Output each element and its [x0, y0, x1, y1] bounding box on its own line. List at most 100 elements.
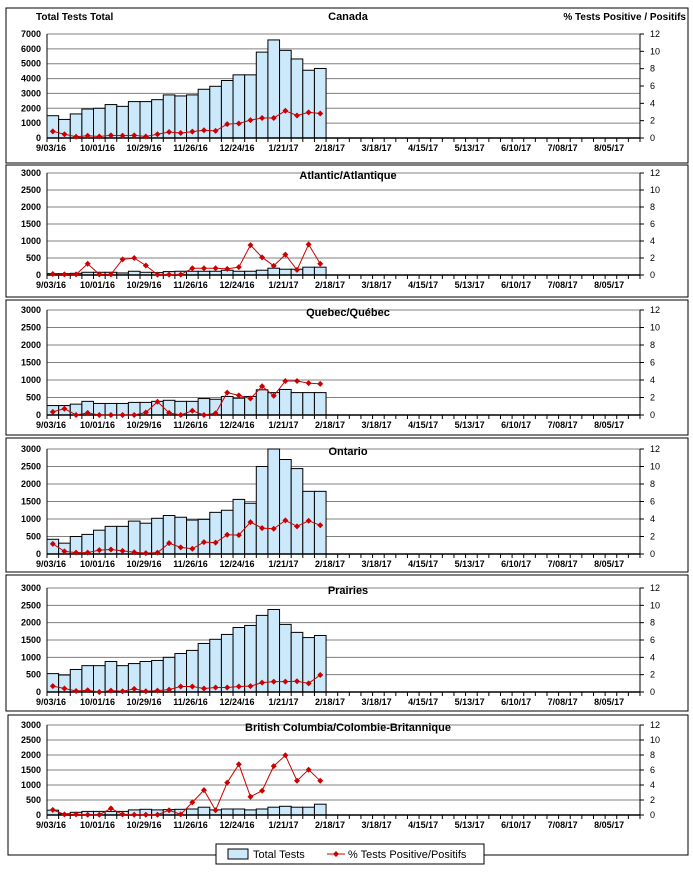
- point-pct-positive: [107, 132, 114, 139]
- point-pct-positive: [212, 410, 219, 417]
- x-tick-label: 12/24/16: [220, 143, 255, 153]
- y2-tick-label: 6: [650, 219, 655, 229]
- bar-total-tests: [197, 642, 211, 693]
- point-pct-positive: [293, 378, 300, 385]
- point-pct-positive: [131, 549, 138, 556]
- point-pct-positive: [142, 262, 149, 269]
- point-pct-positive: [270, 763, 277, 770]
- x-tick-label: 8/05/17: [594, 697, 624, 707]
- x-tick-label: 10/01/16: [80, 143, 115, 153]
- point-pct-positive: [119, 547, 126, 554]
- y-tick-label: 1000: [21, 652, 41, 662]
- x-tick-label: 3/18/17: [362, 559, 392, 569]
- y-tick-label: 0: [36, 549, 41, 559]
- point-pct-positive: [61, 811, 68, 818]
- point-pct-positive: [131, 255, 138, 261]
- x-tick-label: 9/03/16: [36, 820, 66, 830]
- bar-total-tests: [220, 80, 234, 139]
- bar-total-tests: [290, 468, 304, 555]
- bar-total-tests: [151, 517, 164, 555]
- point-pct-positive: [305, 517, 312, 524]
- point-pct-positive: [96, 412, 103, 418]
- point-pct-positive: [247, 242, 254, 249]
- bar-total-tests: [232, 627, 246, 693]
- x-tick-label: 1/21/17: [269, 820, 299, 830]
- point-pct-positive: [119, 811, 126, 818]
- point-pct-positive: [247, 395, 254, 402]
- bar-total-tests: [279, 459, 292, 555]
- point-pct-positive: [189, 407, 196, 414]
- x-tick-label: 11/26/16: [173, 143, 208, 153]
- y2-tick-label: 8: [650, 202, 655, 212]
- x-tick-label: 10/29/16: [126, 280, 161, 290]
- point-pct-positive: [247, 117, 254, 124]
- y-tick-label: 500: [26, 795, 41, 805]
- y2-tick-label: 12: [650, 583, 660, 593]
- point-pct-positive: [131, 132, 138, 139]
- point-pct-positive: [305, 241, 312, 248]
- x-tick-label: 9/03/16: [36, 420, 66, 430]
- y2-tick-label: 12: [650, 29, 660, 39]
- x-tick-label: 1/21/17: [269, 697, 299, 707]
- x-tick-label: 12/24/16: [220, 420, 255, 430]
- x-tick-label: 4/15/17: [408, 143, 438, 153]
- bar-total-tests: [186, 808, 199, 816]
- point-pct-positive: [177, 683, 184, 690]
- point-pct-positive: [305, 380, 312, 387]
- bar-total-tests: [302, 392, 315, 416]
- y2-tick-label: 4: [650, 514, 655, 524]
- x-tick-label: 1/21/17: [269, 280, 299, 290]
- y2-tick-label: 2: [650, 253, 655, 263]
- x-tick-label: 7/08/17: [548, 420, 578, 430]
- point-pct-positive: [293, 777, 300, 784]
- bar-total-tests: [232, 74, 246, 139]
- bar-total-tests: [313, 67, 327, 139]
- x-tick-label: 11/26/16: [173, 280, 208, 290]
- legend: Total Tests % Tests Positive/Positifs: [215, 843, 485, 865]
- point-pct-positive: [107, 687, 114, 694]
- x-tick-label: 1/21/17: [269, 420, 299, 430]
- y-tick-label: 500: [26, 532, 41, 542]
- x-tick-label: 8/05/17: [594, 559, 624, 569]
- y-tick-label: 6000: [21, 44, 41, 54]
- point-pct-positive: [166, 409, 173, 416]
- x-tick-label: 11/26/16: [173, 820, 208, 830]
- y2-tick-label: 8: [650, 479, 655, 489]
- point-pct-positive: [305, 109, 312, 116]
- legend-line-label: % Tests Positive/Positifs: [348, 849, 467, 861]
- x-tick-label: 7/08/17: [548, 559, 578, 569]
- point-pct-positive: [107, 412, 114, 418]
- bar-total-tests: [139, 522, 153, 555]
- panel-border: [5, 299, 689, 436]
- y-tick-label: 2000: [21, 750, 41, 760]
- y2-tick-label: 2: [650, 116, 655, 126]
- x-tick-label: 1/21/17: [269, 143, 299, 153]
- y2-tick-label: 8: [650, 618, 655, 628]
- x-tick-label: 10/29/16: [126, 697, 161, 707]
- point-pct-positive: [142, 133, 149, 140]
- y-axis-title: Total Tests Total: [36, 12, 113, 23]
- x-tick-label: 7/08/17: [548, 143, 578, 153]
- point-pct-positive: [247, 793, 254, 800]
- panel-2: 0 500 1000 1500 2000 2500 3000 0 2 4 6 8 10 12 9/03/16…: [5, 299, 689, 436]
- bar-total-tests: [255, 466, 269, 555]
- y2-tick-label: 0: [650, 133, 655, 143]
- point-pct-positive: [166, 807, 173, 814]
- point-pct-positive: [166, 271, 173, 278]
- y2-tick-label: 4: [650, 780, 655, 790]
- point-pct-positive: [107, 271, 114, 278]
- x-tick-label: 4/15/17: [408, 559, 438, 569]
- point-pct-positive: [200, 412, 207, 418]
- point-pct-positive: [259, 525, 266, 532]
- y-tick-label: 2500: [21, 185, 41, 195]
- panel-5: 0 500 1000 1500 2000 2500 3000 0 2 4 6 8 10 12 9/03/16…: [7, 714, 689, 856]
- point-pct-positive: [142, 688, 149, 695]
- y-tick-label: 3000: [21, 720, 41, 730]
- point-pct-positive: [73, 687, 80, 694]
- legend-bar-swatch: [227, 848, 249, 860]
- y2-tick-label: 6: [650, 497, 655, 507]
- x-tick-label: 11/26/16: [173, 420, 208, 430]
- x-tick-label: 2/18/17: [315, 820, 345, 830]
- bar-total-tests: [197, 806, 211, 816]
- y2-axis-title: % Tests Positive / Positifs: [563, 12, 686, 23]
